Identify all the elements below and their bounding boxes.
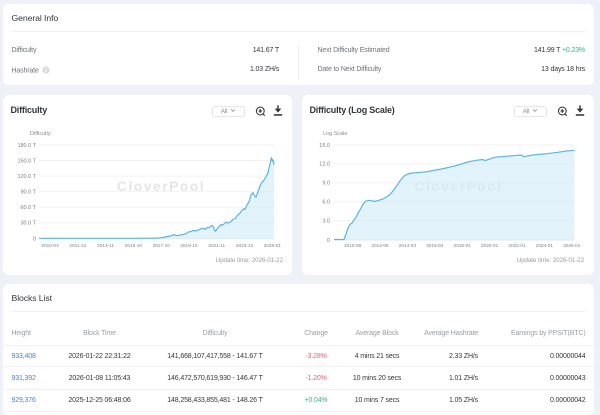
svg-text:2023-12: 2023-12	[236, 243, 254, 248]
svg-text:60.0 T: 60.0 T	[21, 205, 37, 211]
svg-text:2012-06: 2012-06	[371, 243, 389, 248]
svg-text:3.0: 3.0	[322, 218, 330, 224]
svg-text:2015-10: 2015-10	[125, 243, 143, 248]
svg-text:15.0: 15.0	[319, 143, 330, 149]
svg-text:2018-01: 2018-01	[454, 243, 472, 248]
svg-text:2021-11: 2021-11	[208, 243, 225, 248]
svg-text:0: 0	[33, 237, 36, 243]
svg-text:120.0 T: 120.0 T	[17, 174, 36, 180]
svg-text:6.0: 6.0	[322, 200, 330, 206]
svg-text:Difficulty: Difficulty	[30, 131, 51, 137]
svg-text:90.0 T: 90.0 T	[21, 189, 37, 195]
svg-text:2020-01: 2020-01	[481, 243, 499, 248]
svg-text:2024-01: 2024-01	[536, 243, 554, 248]
svg-text:2011-12: 2011-12	[69, 243, 86, 248]
svg-text:12.0: 12.0	[319, 162, 330, 168]
svg-text:2019-10: 2019-10	[180, 243, 198, 248]
svg-text:9.0: 9.0	[322, 181, 330, 187]
svg-text:2010-09: 2010-09	[344, 243, 362, 248]
svg-text:Log Scale: Log Scale	[323, 131, 347, 137]
svg-text:2016-02: 2016-02	[426, 243, 444, 248]
svg-text:2026-01: 2026-01	[563, 243, 581, 248]
svg-text:2017-10: 2017-10	[153, 243, 171, 248]
svg-text:150.0 T: 150.0 T	[17, 158, 36, 164]
svg-text:0: 0	[327, 238, 330, 244]
svg-text:2022-01: 2022-01	[508, 243, 526, 248]
svg-text:180.0 T: 180.0 T	[17, 143, 36, 149]
svg-text:2013-11: 2013-11	[97, 243, 114, 248]
svg-text:2026-01: 2026-01	[264, 243, 282, 248]
svg-text:30.0 T: 30.0 T	[21, 221, 37, 227]
svg-text:2014-03: 2014-03	[399, 243, 417, 248]
svg-text:2010-03: 2010-03	[41, 243, 59, 248]
